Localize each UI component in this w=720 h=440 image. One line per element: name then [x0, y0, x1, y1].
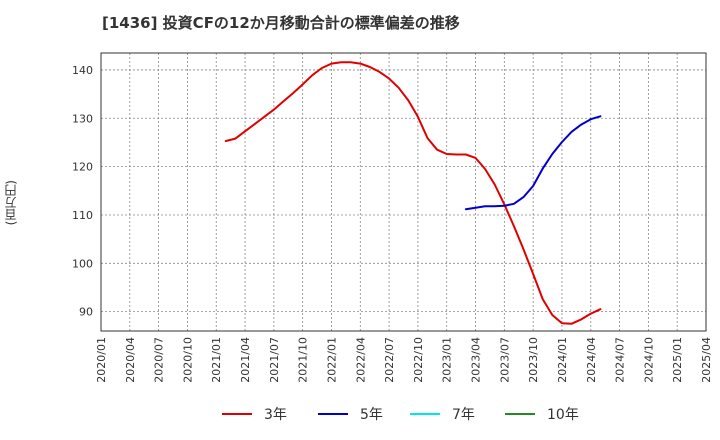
x-tick-label: 2020/04	[124, 337, 137, 383]
legend-label: 10年	[547, 407, 579, 423]
legend-label: 3年	[264, 407, 287, 423]
series-line-2	[464, 115, 602, 211]
x-tick-label: 2021/07	[268, 337, 281, 383]
series-line-1	[224, 61, 602, 325]
x-tick-label: 2024/01	[556, 337, 569, 383]
x-tick-label: 2023/10	[527, 337, 540, 383]
x-tick-label: 2021/04	[239, 337, 252, 383]
x-tick-label: 2024/07	[614, 337, 627, 383]
y-tick-label: 100	[72, 257, 93, 270]
plot-area	[101, 53, 706, 331]
plot-frame	[100, 52, 707, 332]
y-tick-label: 120	[72, 161, 93, 174]
y-tick-label: 130	[72, 112, 93, 125]
x-tick-label: 2022/10	[412, 337, 425, 383]
x-tick-label: 2022/07	[383, 337, 396, 383]
x-tick-label: 2020/01	[95, 337, 108, 383]
legend-label: 5年	[360, 407, 383, 423]
x-tick-label: 2023/01	[441, 337, 454, 383]
x-tick-label: 2024/04	[585, 337, 598, 383]
x-tick-label: 2020/07	[153, 337, 166, 383]
y-tick-label: 110	[72, 209, 93, 222]
y-tick-label: 90	[79, 306, 93, 319]
chart-title: [1436] 投資CFの12か月移動合計の標準偏差の推移	[102, 14, 460, 32]
x-tick-label: 2025/01	[671, 337, 684, 383]
x-tick-label: 2023/04	[470, 337, 483, 383]
x-tick-label: 2023/07	[498, 337, 511, 383]
x-tick-label: 2020/10	[181, 337, 194, 383]
x-tick-label: 2021/01	[210, 337, 223, 383]
x-tick-label: 2025/04	[700, 337, 713, 383]
x-tick-label: 2022/04	[354, 337, 367, 383]
legend-label: 7年	[452, 407, 475, 423]
y-tick-label: 140	[72, 64, 93, 77]
x-tick-label: 2024/10	[642, 337, 655, 383]
x-tick-label: 2021/10	[297, 337, 310, 383]
x-tick-label: 2022/01	[325, 337, 338, 383]
